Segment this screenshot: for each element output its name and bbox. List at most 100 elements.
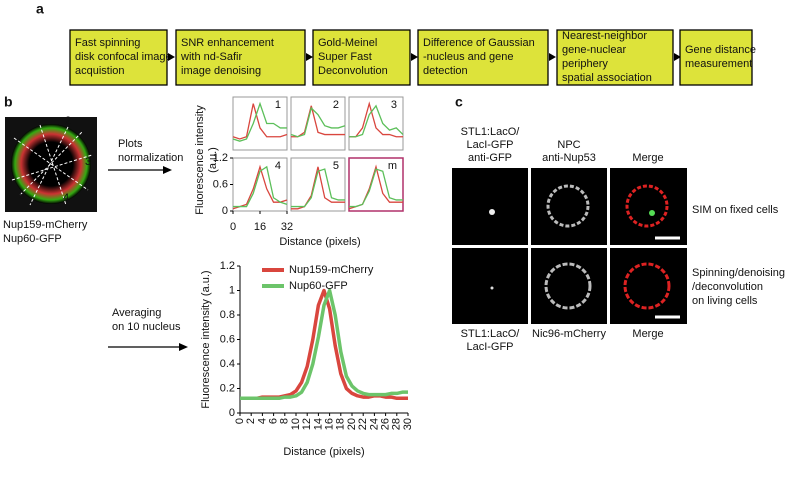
step-text: gene-nuclear xyxy=(562,44,627,56)
x-tick-label: 14 xyxy=(312,418,324,430)
step-box xyxy=(679,29,753,86)
y-tick-label: 1 xyxy=(229,284,235,296)
gene-spot xyxy=(489,209,495,215)
y-tick-label: 0.6 xyxy=(220,333,235,345)
line-label: 4 xyxy=(63,192,69,204)
x-tick-label: 4 xyxy=(256,418,268,424)
step-text: spatial association xyxy=(562,72,652,84)
step-box xyxy=(417,29,549,86)
arrow-head xyxy=(179,343,188,351)
row-label: on living cells xyxy=(692,295,758,307)
row-label: /deconvolution xyxy=(692,281,763,293)
column-footer: LacI-GFP xyxy=(466,341,513,353)
panel-frame xyxy=(232,96,288,151)
y-tick-label: 0.6 xyxy=(213,178,228,190)
column-header: Merge xyxy=(632,152,663,164)
step-arrow xyxy=(306,53,313,61)
profile-line xyxy=(349,168,403,208)
row-label: Spinning/denoising xyxy=(692,267,785,279)
column-header: STL1:LacO/ xyxy=(461,126,521,138)
profile-line xyxy=(232,101,287,142)
x-tick-label: 12 xyxy=(301,418,313,430)
step-arrow xyxy=(168,53,175,61)
step-text: periphery xyxy=(562,58,608,70)
step-text: image denoising xyxy=(181,65,261,77)
x-tick-label: 0 xyxy=(230,221,236,233)
y-axis-label: (a.u.) xyxy=(207,147,219,173)
panel-frame xyxy=(348,157,404,212)
column-header: NPC xyxy=(557,139,580,151)
profile-line xyxy=(348,164,403,210)
profile-line xyxy=(232,164,288,210)
x-tick-label: 16 xyxy=(324,418,336,430)
panel-label: a xyxy=(36,1,44,17)
x-tick-label: 6 xyxy=(268,418,280,424)
step-text: -nucleus and gene xyxy=(423,51,514,63)
y-tick-label: 0 xyxy=(222,205,228,217)
step-text: acquistion xyxy=(75,65,125,77)
x-tick-label: 16 xyxy=(254,221,266,233)
x-tick-label: 24 xyxy=(368,418,380,430)
x-tick-label: 28 xyxy=(391,418,403,430)
y-tick-label: 0 xyxy=(229,407,235,419)
step-box xyxy=(556,29,674,86)
panel-label: 1 xyxy=(275,99,281,111)
step-text: Fast spinning xyxy=(75,37,140,49)
column-header: anti-Nup53 xyxy=(542,152,596,164)
stain-label: Nup159-mCherry xyxy=(3,219,88,231)
panel-label: c xyxy=(455,94,463,110)
step-arrow xyxy=(549,53,556,61)
x-tick-label: 8 xyxy=(279,418,291,424)
panel-frame xyxy=(290,157,346,212)
line-label: 2 xyxy=(65,115,71,127)
panel-label: 3 xyxy=(391,99,397,111)
step-arrow xyxy=(411,53,418,61)
column-footer: Nic96-mCherry xyxy=(532,328,606,340)
legend-label: Nup159-mCherry xyxy=(289,264,374,276)
panel-label: m xyxy=(388,160,397,172)
x-tick-label: 10 xyxy=(290,418,302,430)
profile-lines xyxy=(11,124,93,206)
step-text: Difference of Gaussian xyxy=(423,37,535,49)
profile-line xyxy=(349,104,404,138)
arrow-label: normalization xyxy=(118,152,183,164)
merge-ring xyxy=(625,184,669,228)
y-axis-label: Fluorescence intensity (a.u.) xyxy=(200,270,212,408)
npc-ring xyxy=(544,262,592,310)
step-box xyxy=(312,29,411,86)
step-text: SNR enhancement xyxy=(181,37,274,49)
arrow-label: Plots xyxy=(118,138,143,150)
panel-frame xyxy=(290,96,346,151)
y-tick-label: 0.2 xyxy=(220,382,235,394)
legend-label: Nup60-GFP xyxy=(289,280,348,292)
column-footer: STL1:LacO/ xyxy=(461,328,521,340)
profile-line xyxy=(233,165,288,208)
step-text: with nd-Safir xyxy=(180,51,242,63)
x-tick-label: 0 xyxy=(234,418,246,424)
arrow-label: on 10 nucleus xyxy=(112,321,181,333)
x-tick-label: 32 xyxy=(281,221,293,233)
x-tick-label: 22 xyxy=(357,418,369,430)
arrow-head xyxy=(163,166,172,174)
x-axis-label: Distance (pixels) xyxy=(279,236,360,248)
panel-label: 4 xyxy=(275,160,281,172)
step-text: Nearest-neighbor xyxy=(562,30,647,42)
profile-line xyxy=(349,101,403,138)
micrographs xyxy=(452,168,687,324)
step-text: Super Fast xyxy=(318,51,372,63)
step-text: detection xyxy=(423,65,468,77)
x-tick-label: 2 xyxy=(245,418,257,424)
x-tick-label: 30 xyxy=(402,418,414,430)
npc-ring xyxy=(546,184,590,228)
y-tick-label: 0.8 xyxy=(220,309,235,321)
y-tick-label: 0.4 xyxy=(220,358,235,370)
line-label: 5 xyxy=(19,190,25,202)
step-text: disk confocal image xyxy=(75,51,172,63)
profile-line xyxy=(291,105,345,138)
step-arrow xyxy=(674,53,681,61)
x-axis-label: Distance (pixels) xyxy=(283,446,364,458)
line-label: 1 xyxy=(7,128,13,140)
step-box xyxy=(69,29,168,86)
stain-label: Nup60-GFP xyxy=(3,233,62,245)
step-text: Gene distance xyxy=(685,44,756,56)
